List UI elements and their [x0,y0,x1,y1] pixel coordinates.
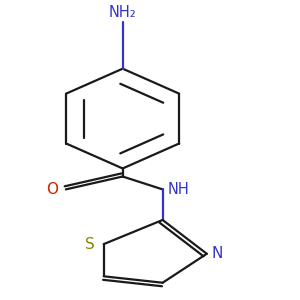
Text: NH: NH [168,182,189,197]
Text: S: S [85,237,94,252]
Text: O: O [46,182,58,197]
Text: N: N [212,246,223,261]
Text: NH₂: NH₂ [109,5,136,20]
